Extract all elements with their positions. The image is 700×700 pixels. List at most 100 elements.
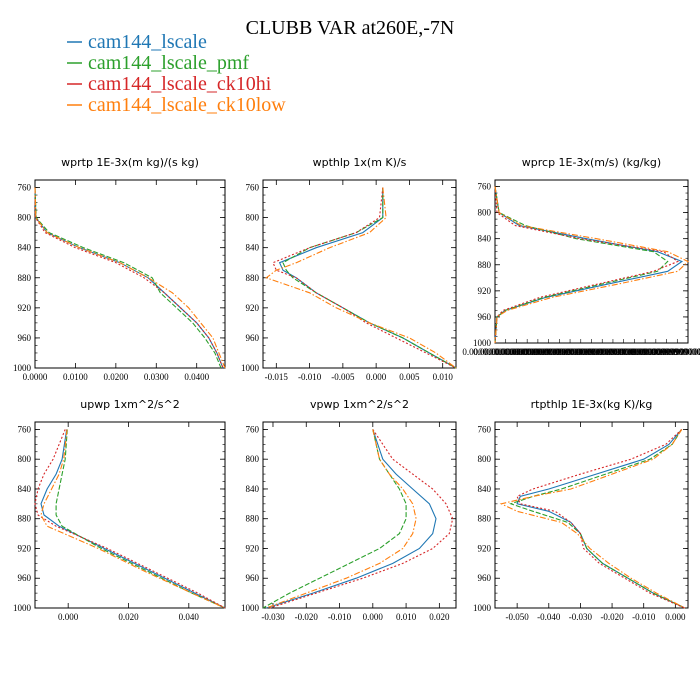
panel-title: wprtp 1E-3x(m kg)/(s kg) (61, 156, 199, 169)
x-tick-label: -0.010 (328, 612, 352, 622)
x-tick-label: 0.0000000000999 (602, 347, 668, 357)
y-tick-label: 840 (478, 484, 492, 494)
y-tick-label: 880 (478, 260, 492, 270)
x-tick-label: 0.000 (665, 612, 686, 622)
series-line (34, 429, 226, 609)
series-line (499, 429, 686, 609)
y-tick-label: 840 (478, 234, 492, 244)
x-tick-label: 0.0000000000999 (591, 347, 657, 357)
y-tick-label: 1000 (241, 363, 260, 373)
x-tick-label: 0.0000000000999 (570, 347, 636, 357)
x-tick-label: 0.005 (399, 372, 420, 382)
x-tick-label: 0.000 (363, 612, 384, 622)
y-tick-label: 960 (18, 573, 32, 583)
series-line (494, 186, 684, 344)
x-tick-label: 0.0000000000999 (612, 347, 678, 357)
x-tick-label: 0.0000000000000 (462, 347, 528, 357)
x-tick-label: 0.0000000000999 (537, 347, 603, 357)
series-line (266, 429, 437, 609)
x-tick-label: 0.0000000000999 (495, 347, 561, 357)
y-tick-label: 760 (18, 183, 32, 193)
x-tick-label: 0.010 (396, 612, 417, 622)
y-tick-label: 880 (246, 273, 260, 283)
plot-frame (34, 421, 226, 609)
chart-panel: wprcp 1E-3x(m/s) (kg/kg) 760 800 840 880 920 9… (462, 156, 700, 357)
legend-label: cam144_lscale_pmf (88, 52, 249, 74)
y-tick-label: 920 (18, 303, 32, 313)
y-tick-label: 800 (18, 454, 32, 464)
x-tick-label: 0.0100 (63, 372, 88, 382)
y-tick-label: 760 (246, 424, 260, 434)
x-tick-label: 0.0000000000999 (484, 347, 550, 357)
legend-label: cam144_lscale_ck10low (88, 94, 286, 116)
y-tick-label: 840 (246, 484, 260, 494)
y-tick-label: 800 (478, 208, 492, 218)
y-tick-label: 1000 (241, 603, 260, 613)
y-tick-label: 760 (18, 424, 32, 434)
panel-title: vpwp 1xm^2/s^2 (310, 398, 409, 411)
series-line (269, 429, 454, 609)
x-tick-label: -0.010 (298, 372, 322, 382)
y-tick-label: 920 (478, 543, 492, 553)
series-line (265, 187, 457, 369)
series-line (55, 429, 226, 609)
x-tick-label: -0.030 (261, 612, 285, 622)
x-tick-label: 0.0000 (23, 372, 48, 382)
y-tick-label: 960 (246, 333, 260, 343)
x-tick-label: -0.040 (537, 612, 561, 622)
x-tick-label: 0.010 (433, 372, 454, 382)
x-tick-label: 0.0000000000000 (655, 347, 700, 357)
series-line (516, 428, 686, 609)
y-tick-label: 760 (478, 182, 492, 192)
x-tick-label: 0.00000999900000 (632, 347, 700, 357)
x-tick-label: 0.0000000000999 (580, 347, 646, 357)
series-line (34, 187, 226, 369)
chart-panel: vpwp 1xm^2/s^27608008408809209601000-0.0… (241, 398, 457, 622)
chart-panel: upwp 1xm^2/s^2 760 800 840 880 920 960 1000 0.00… (13, 398, 226, 622)
y-tick-label: 880 (478, 514, 492, 524)
x-tick-label: 0.0000000000999 (527, 347, 593, 357)
y-tick-label: 760 (478, 424, 492, 434)
y-tick-label: 880 (246, 514, 260, 524)
x-tick-label: 0.0000000000999 (505, 347, 571, 357)
y-tick-label: 920 (246, 303, 260, 313)
panel-title: wpthlp 1x(m K)/s (313, 156, 407, 169)
chart-panel: wpthlp 1x(m K)/s 760 800 840 880 920 960 1000 -0… (241, 156, 457, 382)
series-line (516, 429, 686, 609)
plot-frame (262, 179, 457, 369)
panels: wprtp 1E-3x(m kg)/(s kg) 760 800 840 880 920 9… (13, 156, 700, 622)
x-tick-label: -0.020 (295, 612, 319, 622)
x-tick-label: -0.015 (265, 372, 289, 382)
x-tick-label: 0.0000000000999 (516, 347, 582, 357)
y-tick-label: 1000 (473, 603, 492, 613)
y-tick-label: 960 (246, 573, 260, 583)
x-tick-label: -0.020 (600, 612, 624, 622)
y-tick-label: 1000 (13, 363, 32, 373)
series-line (494, 186, 689, 344)
figure-title: CLUBB VAR at260E,-7N (246, 17, 455, 39)
y-tick-label: 840 (18, 243, 32, 253)
plot-frame (262, 421, 457, 609)
legend: cam144_lscalecam144_lscale_pmfcam144_lsc… (67, 31, 286, 116)
x-tick-label: 0.020 (118, 612, 139, 622)
series-line (34, 187, 224, 369)
chart-panel: wprtp 1E-3x(m kg)/(s kg) 760 800 840 880 920 9… (13, 156, 226, 382)
series-line (262, 429, 407, 609)
y-tick-label: 920 (246, 543, 260, 553)
x-tick-label: 0.040 (179, 612, 200, 622)
series-line (278, 187, 457, 369)
x-tick-label: 0.000 (366, 372, 387, 382)
y-tick-label: 840 (246, 243, 260, 253)
y-tick-label: 920 (478, 286, 492, 296)
y-tick-label: 880 (18, 514, 32, 524)
chart-panel: rtpthlp 1E-3x(kg K)/kg 760 800 840 880 920 960… (473, 398, 689, 622)
y-tick-label: 800 (18, 213, 32, 223)
x-tick-label: 0.0000000000999 (548, 347, 614, 357)
x-tick-label: 0.0000099900000 (645, 347, 700, 357)
x-tick-label: 0.0400 (184, 372, 209, 382)
y-tick-label: 1000 (473, 338, 492, 348)
series-line (509, 429, 686, 609)
y-tick-label: 960 (478, 312, 492, 322)
x-tick-label: -0.030 (569, 612, 593, 622)
